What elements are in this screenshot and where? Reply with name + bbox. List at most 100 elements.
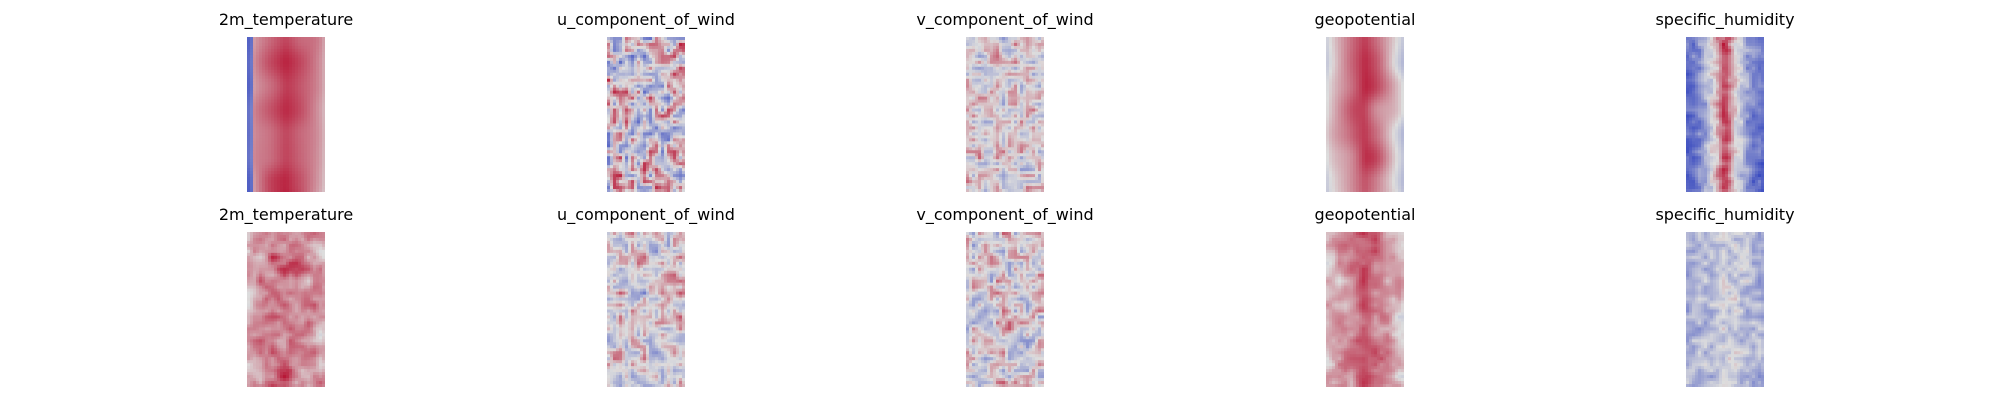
heatmap-cell bbox=[682, 132, 685, 136]
heatmap-cell bbox=[1011, 156, 1015, 160]
heatmap-cell bbox=[966, 66, 970, 71]
heatmap-cell bbox=[972, 126, 976, 130]
heatmap-cell bbox=[247, 57, 251, 62]
heatmap-cell bbox=[1035, 132, 1039, 136]
heatmap-cell bbox=[271, 54, 275, 59]
heatmap-cell bbox=[616, 45, 620, 50]
heatmap-cell bbox=[298, 54, 302, 59]
heatmap-cell bbox=[999, 37, 1003, 41]
heatmap-cell bbox=[289, 114, 293, 118]
heatmap-cell bbox=[1380, 105, 1384, 109]
heatmap-cell bbox=[670, 159, 674, 163]
heatmap-cell bbox=[277, 72, 281, 77]
heatmap-cell bbox=[247, 144, 251, 148]
heatmap-cell bbox=[1380, 48, 1384, 53]
heatmap-cell bbox=[1374, 69, 1378, 74]
heatmap-cell bbox=[289, 78, 293, 83]
heatmap-cell bbox=[670, 63, 674, 68]
heatmap-cell bbox=[292, 123, 296, 127]
heatmap-cell bbox=[996, 186, 1000, 190]
heatmap-cell bbox=[1026, 135, 1030, 139]
heatmap-cell bbox=[999, 189, 1003, 192]
heatmap-cell bbox=[1383, 93, 1387, 98]
heatmap-cell bbox=[652, 132, 656, 136]
heatmap-cell bbox=[1392, 93, 1396, 98]
heatmap-cell bbox=[1341, 132, 1345, 136]
heatmap-cell bbox=[1392, 42, 1396, 47]
heatmap-cell bbox=[292, 54, 296, 59]
heatmap-cell bbox=[310, 75, 314, 80]
heatmap-cell bbox=[1014, 108, 1018, 112]
heatmap-cell bbox=[283, 120, 287, 124]
heatmap-cell bbox=[1011, 42, 1015, 47]
heatmap-cell bbox=[607, 156, 611, 160]
heatmap-cell bbox=[1008, 144, 1012, 148]
heatmap-cell bbox=[247, 54, 251, 59]
heatmap-cell bbox=[1377, 123, 1381, 127]
heatmap-cell bbox=[993, 120, 997, 124]
heatmap-cell bbox=[670, 165, 674, 169]
heatmap-cell bbox=[655, 90, 659, 95]
heatmap-cell bbox=[622, 180, 626, 184]
heatmap-cell bbox=[682, 99, 685, 103]
heatmap-cell bbox=[265, 78, 269, 83]
heatmap-cell bbox=[1335, 45, 1339, 50]
heatmap-cell bbox=[658, 81, 662, 86]
heatmap-cell bbox=[1389, 45, 1393, 50]
heatmap-cell bbox=[643, 168, 647, 172]
heatmap-cell bbox=[1401, 39, 1404, 44]
heatmap-cell bbox=[996, 66, 1000, 71]
heatmap-cell bbox=[1008, 180, 1012, 184]
heatmap-cell bbox=[673, 123, 677, 127]
heatmap-cell bbox=[1029, 189, 1033, 192]
heatmap-cell bbox=[966, 174, 970, 178]
heatmap-cell bbox=[310, 144, 314, 148]
heatmap-cell bbox=[283, 84, 287, 89]
heatmap-cell bbox=[676, 156, 680, 160]
heatmap-cell bbox=[298, 117, 302, 121]
heatmap-cell bbox=[1380, 37, 1384, 41]
heatmap-cell bbox=[990, 63, 994, 68]
heatmap-cell bbox=[1005, 135, 1009, 139]
heatmap-cell bbox=[622, 156, 626, 160]
heatmap-cell bbox=[631, 69, 635, 74]
heatmap-cell bbox=[262, 66, 266, 71]
heatmap-cell bbox=[1038, 183, 1042, 187]
heatmap-cell bbox=[619, 93, 623, 98]
heatmap-cell bbox=[268, 78, 272, 83]
heatmap-cell bbox=[619, 51, 623, 56]
heatmap-cell bbox=[613, 39, 617, 44]
heatmap-cell bbox=[289, 126, 293, 130]
heatmap-cell bbox=[322, 111, 325, 115]
heatmap-cell bbox=[1380, 57, 1384, 62]
heatmap-cell bbox=[1041, 78, 1044, 83]
heatmap-cell bbox=[1008, 156, 1012, 160]
heatmap-cell bbox=[990, 87, 994, 92]
heatmap-cell bbox=[622, 39, 626, 44]
heatmap-cell bbox=[1002, 174, 1006, 178]
heatmap-cell bbox=[661, 72, 665, 77]
heatmap-cell bbox=[1332, 45, 1336, 50]
heatmap-cell bbox=[253, 57, 257, 62]
heatmap-cell bbox=[1389, 84, 1393, 89]
heatmap-cell bbox=[265, 90, 269, 95]
heatmap-cell bbox=[277, 162, 281, 166]
heatmap-cell bbox=[316, 138, 320, 142]
heatmap-cell bbox=[1341, 123, 1345, 127]
heatmap-cell bbox=[304, 141, 308, 145]
heatmap-cell bbox=[307, 174, 311, 178]
heatmap-cell bbox=[289, 156, 293, 160]
heatmap-cell bbox=[1020, 150, 1024, 154]
heatmap-cell bbox=[667, 174, 671, 178]
heatmap-cell bbox=[607, 183, 611, 187]
heatmap-cell bbox=[1383, 90, 1387, 95]
heatmap-cell bbox=[628, 138, 632, 142]
heatmap-cell bbox=[1035, 105, 1039, 109]
heatmap-cell bbox=[667, 117, 671, 121]
heatmap-cell bbox=[631, 57, 635, 62]
heatmap-cell bbox=[247, 81, 251, 86]
heatmap-cell bbox=[259, 96, 263, 100]
heatmap-cell bbox=[1347, 129, 1351, 133]
heatmap-cell bbox=[610, 120, 614, 124]
heatmap-cell bbox=[643, 102, 647, 106]
